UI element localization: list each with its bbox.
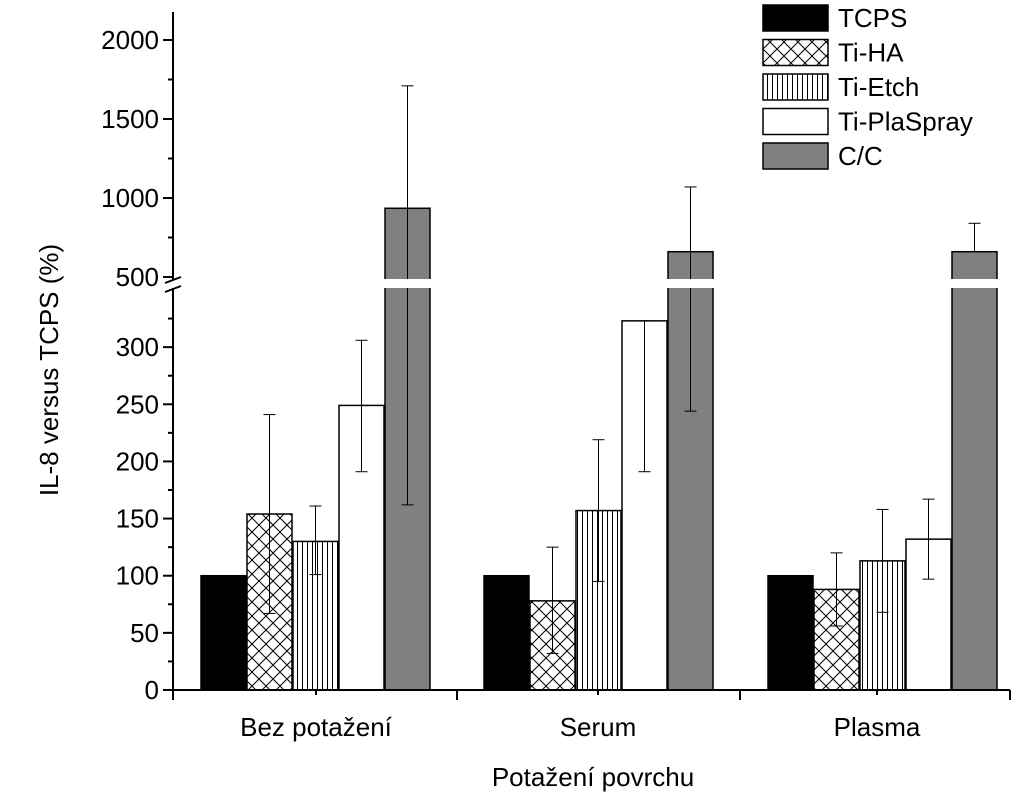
axis-break-gap [175,279,1010,288]
y-tick-label: 50 [130,618,159,648]
legend-swatch [762,107,829,136]
y-tick-label: 150 [116,504,159,534]
x-tick-label: Bez potažení [240,712,393,742]
y-tick-label: 250 [116,389,159,419]
x-tick-label: Serum [560,712,637,742]
y-axis: 0 50 100 150 200 250 300 500 1000 1500 2000 [101,12,182,705]
y-tick-label: 2000 [101,25,159,55]
legend-label: Ti-Etch [838,72,919,102]
legend-label: Ti-PlaSpray [838,107,973,137]
y-tick-label: 1000 [101,183,159,213]
legend-label: C/C [838,141,883,171]
y-axis-title: IL-8 versus TCPS (%) [34,244,64,496]
legend-label: TCPS [838,3,907,33]
axis-break-mark [164,276,182,284]
y-tick-label: 500 [116,262,159,292]
x-axis-title: Potažení povrchu [492,762,694,792]
legend-swatch [762,38,829,67]
y-tick-label: 100 [116,561,159,591]
x-tick-label: Plasma [834,712,921,742]
y-tick-label: 1500 [101,104,159,134]
legend-swatch [762,142,829,170]
bars-layer [175,85,1010,691]
x-axis: Bez potažení Serum Plasma [172,689,1011,742]
y-tick-label: 0 [145,675,159,705]
legend-swatch [762,4,829,32]
bar [951,250,998,691]
legend-swatch [762,73,829,101]
axis-break-mark [164,285,182,293]
y-tick-label: 300 [116,332,159,362]
bar [767,574,814,691]
legend-label: Ti-HA [838,38,904,68]
y-tick-label: 200 [116,446,159,476]
legend: TCPS Ti-HA Ti-Etch Ti-PlaSpray C/C [762,3,973,171]
bar [483,574,530,691]
bar [200,574,247,691]
